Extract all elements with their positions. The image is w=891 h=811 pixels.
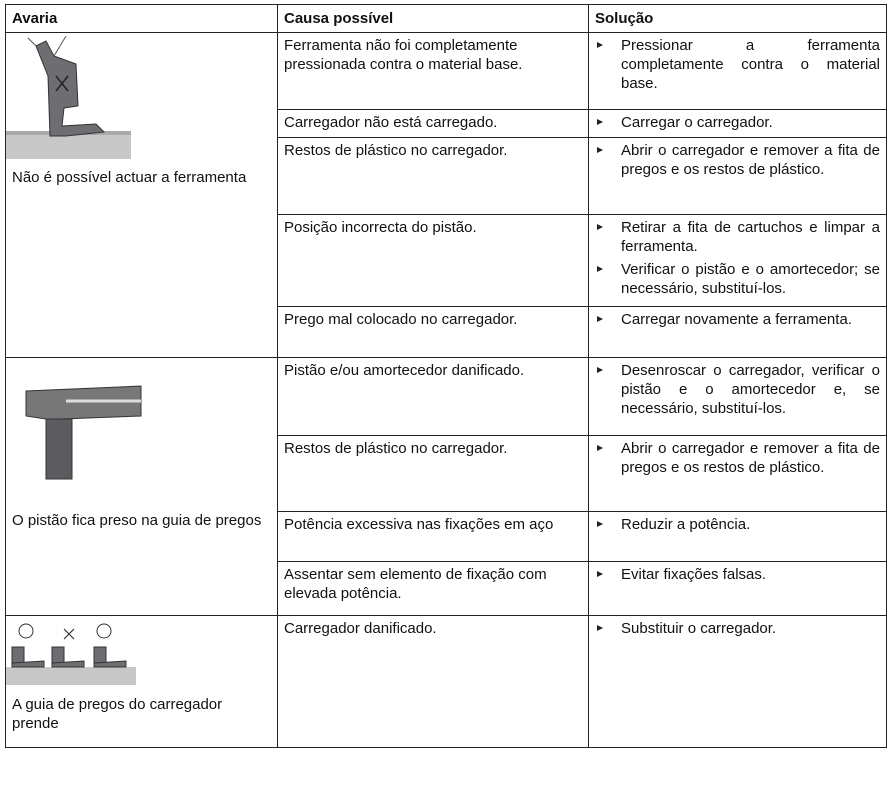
solution-list: Carregar novamente a ferramenta.	[595, 310, 880, 329]
illustration	[6, 36, 131, 159]
solution-item: Substituir o carregador.	[595, 619, 880, 638]
column-header: Solução	[588, 4, 887, 33]
troubleshooting-table: Avaria Causa possível Solução Não é poss…	[5, 4, 887, 748]
column-header: Avaria	[5, 4, 278, 33]
causa-cell: Posição incorrecta do pistão.	[277, 214, 589, 307]
solution-item: Pressionar a ferramenta completamente co…	[595, 36, 880, 93]
causa-cell: Restos de plástico no carregador.	[277, 435, 589, 512]
avaria-cell: O pistão fica preso na guia de pregos	[5, 357, 278, 616]
causa-cell: Potência excessiva nas fixações em aço	[277, 511, 589, 562]
header-row: Avaria Causa possível Solução	[5, 4, 887, 33]
solution-item: Reduzir a potência.	[595, 515, 880, 534]
causa-cell: Ferramenta não foi completamente pressio…	[277, 32, 589, 110]
solution-list: Pressionar a ferramenta completamente co…	[595, 36, 880, 93]
solution-list: Evitar fixações falsas.	[595, 565, 880, 584]
illustration	[25, 385, 142, 480]
illustration	[6, 623, 136, 685]
causa-cell: Carregador não está carregado.	[277, 109, 589, 138]
solution-item: Desenroscar o carregador, verificar o pi…	[595, 361, 880, 418]
table-row: Posição incorrecta do pistão. Retirar a f…	[6, 214, 887, 307]
causa-cell: Pistão e/ou amortecedor danificado.	[277, 357, 589, 436]
avaria-text: Não é possível actuar a ferramenta	[12, 169, 247, 186]
solution-item: Evitar fixações falsas.	[595, 565, 880, 584]
solution-list: Desenroscar o carregador, verificar o pi…	[595, 361, 880, 418]
solution-item: Verificar o pistão e o amortecedor; se n…	[595, 260, 880, 298]
solucao-cell: Pressionar a ferramenta completamente co…	[588, 32, 887, 110]
avaria-cell: Não é possível actuar a ferramenta	[5, 32, 278, 358]
solucao-cell: Reduzir a potência.	[588, 511, 887, 562]
solution-list: Retirar a fita de cartuchos e limpar a f…	[595, 218, 880, 298]
solucao-cell: Abrir o carregador e remover a fita de p…	[588, 435, 887, 512]
solution-item: Carregar novamente a ferramenta.	[595, 310, 880, 329]
solution-item: Carregar o carregador.	[595, 113, 880, 132]
solution-item: Abrir o carregador e remover a fita de p…	[595, 141, 880, 179]
table-row: Assentar sem elemento de fixação com ele…	[6, 561, 887, 616]
column-header: Causa possível	[277, 4, 589, 33]
table-row: Prego mal colocado no carregador. Carrega…	[6, 306, 887, 358]
table-row: O pistão fica preso na guia de pregos Pis…	[5, 357, 887, 616]
solution-item: Retirar a fita de cartuchos e limpar a f…	[595, 218, 880, 256]
table-row: Não é possível actuar a ferramenta Ferram…	[5, 32, 887, 358]
solucao-cell: Retirar a fita de cartuchos e limpar a f…	[588, 214, 887, 307]
causa-cell: Prego mal colocado no carregador.	[277, 306, 589, 358]
table-row: A guia de pregos do carregador prende Car…	[5, 615, 887, 748]
causa-cell: Restos de plástico no carregador.	[277, 137, 589, 215]
solution-list: Reduzir a potência.	[595, 515, 880, 534]
avaria-cell: A guia de pregos do carregador prende	[5, 615, 278, 748]
solucao-cell: Evitar fixações falsas.	[588, 561, 887, 616]
solucao-cell: Abrir o carregador e remover a fita de p…	[588, 137, 887, 215]
solucao-cell: Carregar novamente a ferramenta.	[588, 306, 887, 358]
solucao-cell: Substituir o carregador.	[588, 615, 887, 748]
solution-list: Carregar o carregador.	[595, 113, 880, 132]
solution-list: Abrir o carregador e remover a fita de p…	[595, 141, 880, 179]
avaria-text: A guia de pregos do carregador prende	[12, 696, 223, 732]
solucao-cell: Carregar o carregador.	[588, 109, 887, 138]
solution-list: Substituir o carregador.	[595, 619, 880, 638]
avaria-text: O pistão fica preso na guia de pregos	[12, 512, 262, 529]
solution-list: Abrir o carregador e remover a fita de p…	[595, 439, 880, 477]
solucao-cell: Desenroscar o carregador, verificar o pi…	[588, 357, 887, 436]
table-row: Restos de plástico no carregador. Abrir o…	[6, 435, 887, 512]
solution-item: Abrir o carregador e remover a fita de p…	[595, 439, 880, 477]
causa-cell: Assentar sem elemento de fixação com ele…	[277, 561, 589, 616]
causa-cell: Carregador danificado.	[277, 615, 589, 748]
table-row: Potência excessiva nas fixações em aço Re…	[6, 511, 887, 562]
table-row: Restos de plástico no carregador. Abrir o…	[6, 137, 887, 215]
